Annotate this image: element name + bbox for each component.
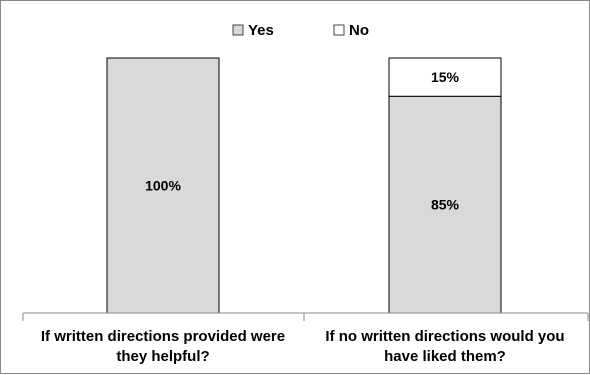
category-label-0: If written directions provided were they … bbox=[41, 328, 285, 365]
x-axis bbox=[22, 312, 589, 321]
bar-yes-0 bbox=[106, 57, 220, 314]
category-label-0-line-0: If written directions provided were bbox=[41, 328, 285, 345]
data-label-yes-0: 100% bbox=[145, 178, 181, 194]
bar-yes-1 bbox=[388, 95, 502, 314]
category-labels: If written directions provided were they … bbox=[41, 328, 565, 365]
legend-swatch-yes bbox=[232, 24, 244, 36]
category-label-0-line-1: they helpful? bbox=[116, 348, 209, 365]
legend-label-yes: Yes bbox=[248, 22, 274, 39]
legend: Yes No bbox=[232, 22, 369, 39]
category-label-1-line-0: If no written directions would you bbox=[325, 328, 564, 345]
data-label-yes-1: 85% bbox=[431, 197, 460, 213]
legend-swatch-no bbox=[333, 24, 345, 36]
bars: 100% 85% 15% bbox=[106, 57, 502, 314]
data-label-no-1: 15% bbox=[431, 69, 460, 85]
legend-label-no: No bbox=[349, 22, 369, 39]
category-label-1-line-1: have liked them? bbox=[384, 348, 506, 365]
bar-no-1 bbox=[388, 57, 502, 97]
category-label-1: If no written directions would you have l… bbox=[325, 328, 564, 365]
